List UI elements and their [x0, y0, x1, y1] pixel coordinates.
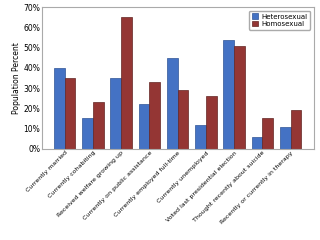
Bar: [167, 58, 178, 149]
Bar: [110, 78, 121, 149]
Y-axis label: Population Percent: Population Percent: [12, 42, 20, 114]
Bar: [65, 78, 76, 149]
Bar: [262, 119, 273, 149]
Bar: [149, 82, 160, 149]
Bar: [252, 137, 262, 149]
Bar: [234, 46, 245, 149]
Bar: [121, 17, 132, 149]
Bar: [178, 90, 188, 149]
Bar: [93, 102, 104, 149]
Bar: [82, 119, 93, 149]
Bar: [223, 40, 234, 149]
Bar: [206, 96, 217, 149]
Bar: [291, 110, 301, 149]
Bar: [54, 68, 65, 149]
Bar: [195, 125, 206, 149]
Legend: Heterosexual, Homosexual: Heterosexual, Homosexual: [249, 11, 310, 30]
Bar: [280, 126, 291, 149]
Bar: [139, 104, 149, 149]
